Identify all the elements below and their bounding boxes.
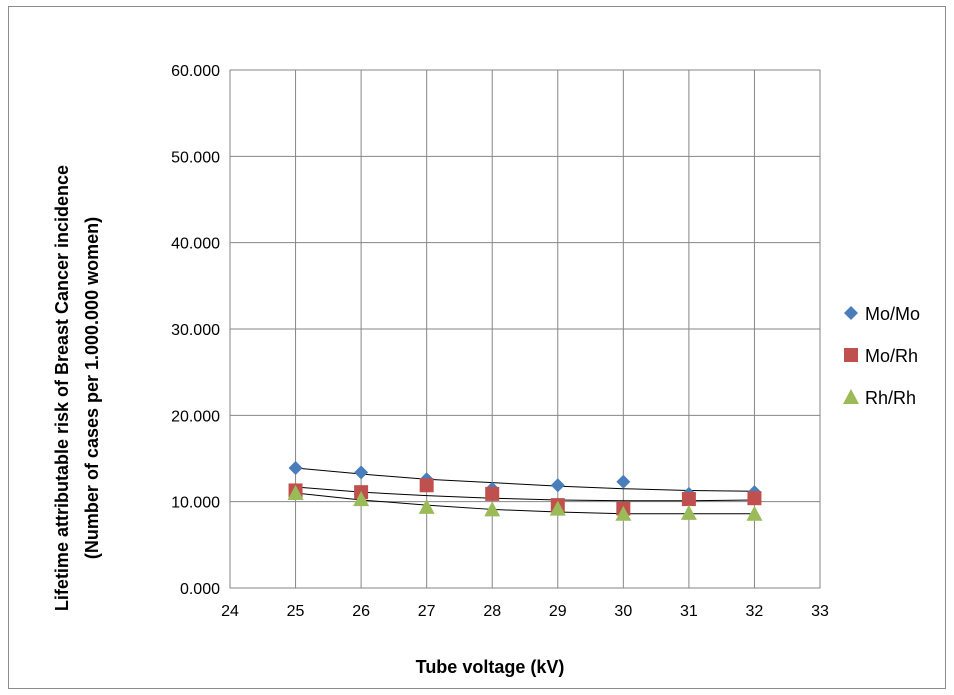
x-axis-title: Tube voltage (kV): [416, 657, 565, 677]
x-tick-label: 33: [811, 603, 829, 620]
trendlines: [295, 467, 755, 515]
data-point: [681, 492, 696, 507]
legend-marker: [844, 348, 858, 362]
y-tick-label: 40.000: [171, 236, 220, 253]
data-point: [288, 460, 303, 475]
x-tick-label: 31: [680, 603, 698, 620]
data-point: [550, 478, 565, 493]
legend: Mo/Mo Mo/Rh Rh/Rh: [843, 304, 920, 408]
y-tick-label: 10.000: [171, 495, 220, 512]
data-point: [485, 486, 500, 501]
chart-frame: [8, 6, 946, 689]
x-tick-label: 24: [221, 603, 239, 620]
data-point: [418, 498, 435, 514]
y-axis-title-line1: Lifetime attributable risk of Breast Can…: [52, 165, 72, 611]
data-point: [747, 491, 762, 506]
data-point: [680, 504, 697, 520]
x-tick-label: 29: [549, 603, 567, 620]
y-tick-label: 20.000: [171, 408, 220, 425]
x-tick-label: 30: [614, 603, 632, 620]
data-point: [616, 474, 631, 489]
legend-marker: [844, 306, 858, 320]
trendline: [295, 467, 755, 492]
x-tick-label: 27: [418, 603, 436, 620]
x-tick-label: 26: [352, 603, 370, 620]
trendline: [295, 486, 755, 502]
data-point: [746, 505, 763, 521]
data-point: [615, 505, 632, 521]
plot-area: [229, 69, 821, 589]
data-point: [353, 491, 370, 507]
data-point: [484, 501, 501, 517]
data-points: [287, 460, 763, 521]
data-point: [287, 485, 304, 501]
data-point: [549, 500, 566, 516]
y-axis-title-line2: (Number of cases per 1.000.000 women): [82, 217, 102, 559]
x-tick-label: 28: [483, 603, 501, 620]
y-tick-label: 50.000: [171, 149, 220, 166]
legend-label: Mo/Rh: [865, 346, 918, 366]
y-tick-label: 60.000: [171, 63, 220, 80]
legend-marker: [843, 389, 859, 404]
legend-label: Rh/Rh: [865, 388, 916, 408]
y-tick-labels: 0.000 10.000 20.000 30.000 40.000 50.000 60.00…: [171, 63, 220, 598]
x-tick-label: 25: [287, 603, 305, 620]
y-tick-label: 30.000: [171, 322, 220, 339]
trendline: [295, 492, 755, 515]
legend-label: Mo/Mo: [865, 304, 920, 324]
x-tick-label: 32: [746, 603, 764, 620]
x-tick-labels: 24 25 26 27 28 29 30 31 32 33: [221, 603, 829, 620]
data-point: [419, 478, 434, 493]
data-point: [354, 465, 369, 480]
y-tick-label: 0.000: [180, 581, 220, 598]
